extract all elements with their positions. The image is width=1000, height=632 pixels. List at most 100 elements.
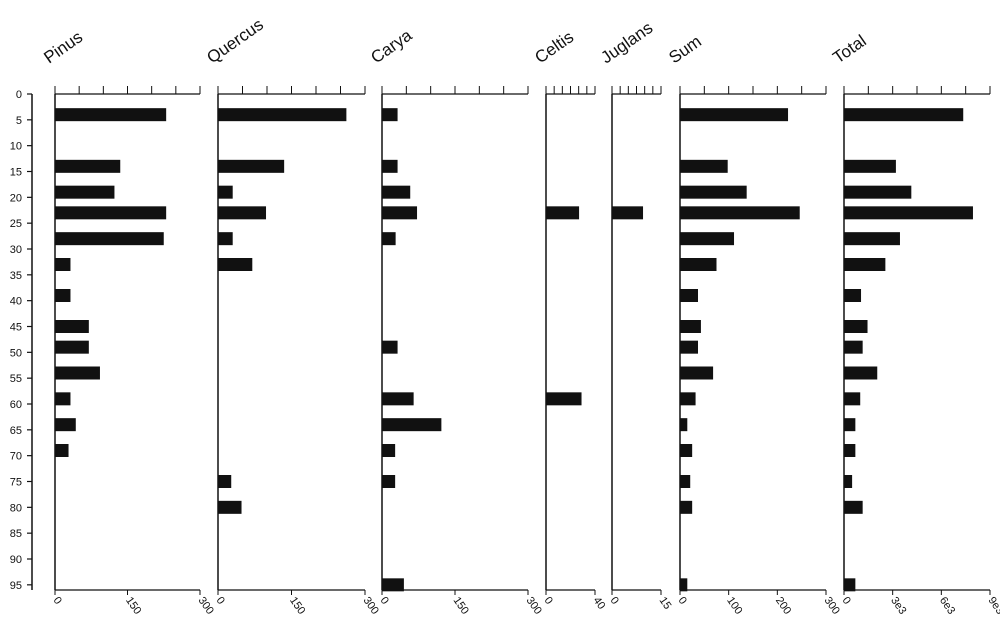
bar-carya: [382, 475, 396, 488]
bar-sum: [680, 232, 735, 246]
bar-sum: [680, 475, 691, 488]
panel-quercus: Quercus 0 150 300: [203, 15, 381, 617]
bar-carya: [382, 444, 396, 457]
depth-tick-label: 80: [10, 502, 22, 514]
panel-title: Celtis: [531, 27, 577, 67]
depth-tick-label: 60: [10, 399, 22, 411]
depth-tick-label: 50: [10, 347, 22, 359]
bar-quercus: [218, 475, 232, 488]
bar-total: [844, 418, 856, 432]
bar-quercus: [218, 500, 242, 514]
bar-pinus: [55, 206, 167, 220]
panel-title: Quercus: [203, 15, 267, 67]
bar-sum: [680, 206, 800, 220]
panel-juglans: Juglans 0 15: [597, 18, 673, 612]
bar-celtis: [546, 206, 580, 220]
bar-pinus: [55, 289, 71, 302]
panel-carya: Carya 0 150 300: [367, 25, 544, 616]
x-tick-label: 300: [196, 595, 216, 617]
bar-sum: [680, 578, 688, 592]
bar-pinus: [55, 366, 100, 380]
bar-total: [844, 366, 878, 380]
depth-axis: 0 5 10 15 20 25 30 35 40 45 50 55 60 65 70 75 80 85 90 95: [10, 89, 33, 592]
bar-total: [844, 475, 853, 488]
depth-tick-label: 55: [10, 373, 22, 385]
x-tick-label: 300: [524, 595, 544, 617]
bar-pinus: [55, 108, 167, 122]
panel-title: Total: [829, 31, 869, 67]
depth-tick-label: 5: [16, 115, 22, 127]
x-tick-label: 200: [773, 595, 793, 617]
bar-sum: [680, 289, 699, 302]
depth-tick-label: 0: [16, 89, 22, 101]
x-tick-label: 0: [840, 595, 853, 607]
x-tick-label: 0: [676, 595, 689, 607]
bar-total: [844, 108, 964, 122]
bar-pinus: [55, 418, 76, 432]
bar-total: [844, 159, 896, 173]
depth-tick-label: 15: [10, 167, 22, 179]
bar-carya: [382, 340, 398, 354]
bar-sum: [680, 444, 693, 457]
x-tick-label: 0: [608, 595, 621, 607]
bar-sum: [680, 320, 701, 333]
x-tick-label: 0: [542, 595, 555, 607]
panel-total: Total 0 3e3 6e3 9e3: [829, 31, 1000, 617]
bar-total: [844, 444, 856, 457]
x-tick-label: 0: [378, 595, 391, 607]
depth-tick-label: 65: [10, 425, 22, 437]
depth-tick-label: 30: [10, 244, 22, 256]
bar-total: [844, 500, 863, 514]
depth-tick-label: 35: [10, 270, 22, 282]
depth-tick-label: 25: [10, 218, 22, 230]
depth-tick-label: 75: [10, 477, 22, 489]
x-tick-label: 15: [657, 595, 674, 612]
panel-pinus: Pinus 0 150 300: [40, 27, 216, 616]
bar-quercus: [218, 185, 233, 199]
panel-sum: Sum 0 100 200 300: [665, 32, 842, 617]
bar-total: [844, 258, 886, 271]
depth-tick-label: 85: [10, 528, 22, 540]
bar-pinus: [55, 444, 69, 457]
bar-quercus: [218, 258, 253, 271]
x-tick-label: 100: [724, 595, 744, 617]
x-tick-label: 150: [287, 595, 307, 617]
bar-sum: [680, 418, 688, 432]
depth-tick-label: 70: [10, 451, 22, 463]
panel-celtis: Celtis 0 40: [531, 27, 607, 611]
bar-carya: [382, 185, 411, 199]
panel-title: Sum: [665, 32, 705, 68]
bar-total: [844, 340, 863, 354]
bar-sum: [680, 366, 714, 380]
bar-celtis: [546, 392, 582, 406]
bar-pinus: [55, 159, 121, 173]
bar-sum: [680, 340, 699, 354]
bar-total: [844, 289, 862, 302]
bar-pinus: [55, 258, 71, 271]
bar-sum: [680, 500, 693, 514]
bar-quercus: [218, 206, 267, 220]
bar-juglans: [612, 206, 644, 220]
bar-sum: [680, 258, 717, 271]
x-tick-label: 6e3: [937, 595, 957, 617]
bar-carya: [382, 206, 418, 220]
bar-pinus: [55, 320, 89, 333]
bar-pinus: [55, 185, 115, 199]
depth-tick-label: 10: [10, 141, 22, 153]
depth-tick-label: 45: [10, 322, 22, 334]
bar-sum: [680, 392, 696, 406]
x-tick-label: 150: [451, 595, 471, 617]
x-tick-label: 40: [591, 595, 608, 612]
bar-total: [844, 185, 912, 199]
x-tick-label: 0: [214, 595, 227, 607]
bar-total: [844, 578, 856, 592]
bar-carya: [382, 418, 442, 432]
bar-carya: [382, 392, 414, 406]
bar-sum: [680, 185, 747, 199]
bar-total: [844, 392, 861, 406]
bar-total: [844, 206, 973, 220]
bar-sum: [680, 159, 728, 173]
bar-quercus: [218, 108, 347, 122]
panel-title: Juglans: [597, 18, 656, 67]
